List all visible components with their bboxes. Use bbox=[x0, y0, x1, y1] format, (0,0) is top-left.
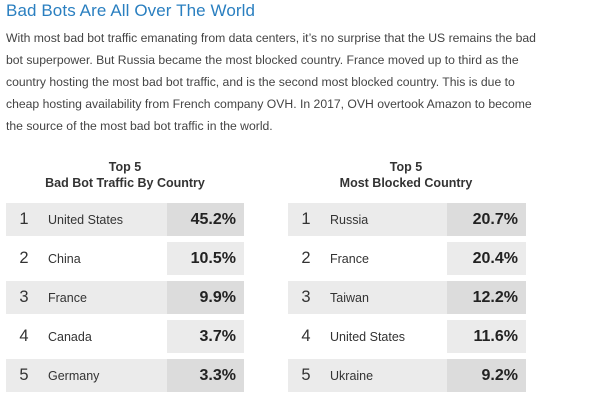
table-title-line1: Top 5 bbox=[389, 160, 423, 174]
table-row: 4 Canada 3.7% bbox=[6, 320, 244, 353]
table-row: 1 Russia 20.7% bbox=[288, 203, 526, 236]
section-heading: Bad Bots Are All Over The World bbox=[6, 1, 256, 20]
rank-cell: 4 bbox=[301, 327, 311, 345]
rank-cell: 2 bbox=[19, 249, 29, 267]
country-cell: Taiwan bbox=[330, 290, 369, 305]
bad-bot-traffic-table: Top 5 Bad Bot Traffic By Country 1 Unite… bbox=[6, 159, 296, 392]
most-blocked-country-table: Top 5 Most Blocked Country 1 Russia 20.7… bbox=[288, 159, 578, 392]
table-row: 2 France 20.4% bbox=[288, 242, 526, 275]
intro-paragraph: With most bad bot traffic emanating from… bbox=[6, 27, 598, 137]
rank-cell: 3 bbox=[301, 288, 311, 306]
rank-cell: 1 bbox=[301, 210, 311, 228]
paragraph-line: country hosting the most bad bot traffic… bbox=[6, 75, 515, 89]
percent-cell: 9.2% bbox=[447, 359, 526, 392]
country-cell: China bbox=[48, 251, 81, 266]
rank-cell: 1 bbox=[19, 210, 29, 228]
country-cell: Canada bbox=[48, 329, 92, 344]
table-row: 3 France 9.9% bbox=[6, 281, 244, 314]
rank-cell: 3 bbox=[19, 288, 29, 306]
country-cell: Russia bbox=[330, 212, 369, 227]
rank-cell: 4 bbox=[19, 327, 29, 345]
country-cell: Ukraine bbox=[330, 368, 374, 383]
table-title-line1: Top 5 bbox=[108, 160, 142, 174]
table-title: Top 5 Bad Bot Traffic By Country bbox=[6, 159, 244, 195]
country-cell: United States bbox=[330, 329, 406, 344]
rank-cell: 5 bbox=[19, 366, 29, 384]
table-title-line2: Bad Bot Traffic By Country bbox=[45, 176, 205, 190]
percent-cell: 3.7% bbox=[167, 320, 244, 353]
table-row: 4 United States 11.6% bbox=[288, 320, 526, 353]
paragraph-line: the source of the most bad bot traffic i… bbox=[6, 119, 273, 133]
percent-cell: 11.6% bbox=[447, 320, 526, 353]
percent-cell: 20.4% bbox=[447, 242, 526, 275]
table-row: 2 China 10.5% bbox=[6, 242, 244, 275]
table-row: 1 United States 45.2% bbox=[6, 203, 244, 236]
table-title: Top 5 Most Blocked Country bbox=[288, 159, 524, 195]
country-cell: France bbox=[330, 251, 369, 266]
rank-cell: 5 bbox=[301, 366, 311, 384]
percent-cell: 12.2% bbox=[447, 281, 526, 314]
percent-cell: 20.7% bbox=[447, 203, 526, 236]
table-title-line2: Most Blocked Country bbox=[339, 176, 473, 190]
percent-cell: 3.3% bbox=[167, 359, 244, 392]
paragraph-line: With most bad bot traffic emanating from… bbox=[6, 31, 536, 45]
table-row: 5 Ukraine 9.2% bbox=[288, 359, 526, 392]
percent-cell: 45.2% bbox=[167, 203, 244, 236]
paragraph-line: cheap hosting availability from French c… bbox=[6, 97, 532, 111]
country-cell: United States bbox=[48, 212, 124, 227]
country-cell: Germany bbox=[48, 368, 100, 383]
percent-cell: 9.9% bbox=[167, 281, 244, 314]
table-row: 5 Germany 3.3% bbox=[6, 359, 244, 392]
table-row: 3 Taiwan 12.2% bbox=[288, 281, 526, 314]
country-cell: France bbox=[48, 290, 87, 305]
percent-cell: 10.5% bbox=[167, 242, 244, 275]
paragraph-line: bot superpower. But Russia became the mo… bbox=[6, 53, 519, 67]
rank-cell: 2 bbox=[301, 249, 311, 267]
